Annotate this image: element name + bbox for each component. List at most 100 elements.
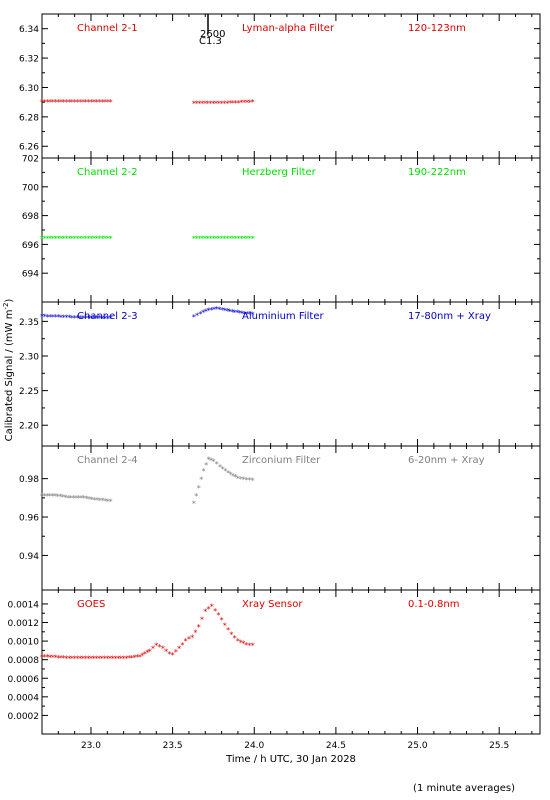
data-point: *	[242, 99, 246, 108]
data-point: *	[54, 654, 58, 663]
data-point: *	[78, 655, 82, 664]
data-point: *	[78, 314, 82, 323]
x-tick-label: 25.5	[489, 741, 509, 751]
data-point: *	[200, 615, 204, 624]
data-point: *	[40, 98, 44, 107]
data-point: *	[69, 494, 73, 503]
data-point: *	[151, 645, 155, 654]
data-series-segment: ***********************	[192, 455, 255, 508]
data-point: *	[236, 637, 240, 646]
data-point: *	[100, 98, 104, 107]
data-point: *	[245, 235, 249, 244]
data-point: *	[174, 648, 178, 657]
panel-filter-label: Zirconium Filter	[242, 455, 321, 466]
data-point: *	[154, 642, 158, 651]
data-point: *	[51, 654, 55, 663]
data-point: *	[203, 100, 207, 109]
data-point: *	[48, 653, 52, 662]
y-tick-label: 702	[22, 155, 39, 165]
data-point: *	[209, 456, 213, 465]
data-point: *	[130, 654, 134, 663]
data-point: *	[251, 235, 255, 244]
data-point: *	[108, 655, 112, 664]
y-tick-label: 698	[22, 212, 39, 222]
y-tick-label: 6.28	[19, 113, 39, 123]
data-point: *	[92, 655, 96, 664]
data-point: *	[245, 476, 249, 485]
panel-4: 0.94 0.96 0.98 Channel 2-4 Zirconium Filter 6…	[19, 445, 541, 591]
data-point: *	[226, 626, 230, 635]
y-tick-label: 0.0008	[8, 656, 40, 666]
y-tick-label: 6.26	[19, 143, 39, 153]
panel-band-label: 6-20nm + Xray	[408, 455, 485, 466]
data-point: *	[199, 476, 203, 485]
data-point: *	[248, 235, 252, 244]
data-point: *	[84, 495, 88, 504]
data-point: *	[244, 641, 248, 650]
data-point: *	[89, 235, 93, 244]
data-series-segment: **************************	[40, 235, 113, 244]
data-point: *	[106, 315, 110, 324]
data-point: *	[40, 313, 44, 322]
data-point: *	[241, 640, 245, 649]
data-point: *	[171, 651, 175, 660]
data-point: *	[207, 306, 211, 315]
data-point: *	[143, 650, 147, 659]
data-point: *	[229, 470, 233, 479]
data-point: *	[229, 631, 233, 640]
data-point: *	[75, 235, 79, 244]
data-point: *	[92, 235, 96, 244]
data-point: *	[111, 655, 115, 664]
data-point: *	[92, 98, 96, 107]
data-point: *	[237, 235, 241, 244]
data-point: *	[109, 235, 113, 244]
data-point: *	[89, 314, 93, 323]
data-point: *	[70, 655, 74, 664]
data-point: *	[251, 310, 255, 319]
data-point: *	[164, 647, 168, 656]
data-point: *	[242, 235, 246, 244]
panel-5: 0.0002 0.0004 0.0006 0.0008 0.0010 0.0012 0.00…	[8, 589, 541, 735]
panel-channel-label: Channel 2-3	[77, 311, 138, 322]
data-point: *	[195, 312, 199, 321]
data-point: *	[222, 235, 226, 244]
data-point: *	[78, 98, 82, 107]
data-point: *	[98, 496, 102, 505]
data-point: *	[89, 98, 93, 107]
data-point: *	[239, 638, 243, 647]
panel-frame	[41, 13, 541, 159]
data-point: *	[45, 313, 49, 322]
data-point: *	[74, 494, 78, 503]
data-point: *	[200, 100, 204, 109]
data-point: *	[58, 493, 62, 502]
panel-2: 694 696 698 700 702 Channel 2-2 Herzberg Filte…	[22, 155, 541, 303]
data-point: *	[89, 655, 93, 664]
data-point: *	[73, 98, 77, 107]
data-point: *	[228, 235, 232, 244]
data-point: *	[64, 493, 68, 502]
data-point: *	[100, 497, 104, 506]
data-point: *	[103, 235, 107, 244]
data-series-segment: ****************************************…	[40, 603, 255, 664]
data-point: *	[158, 643, 162, 652]
data-point: *	[230, 308, 234, 317]
data-point: *	[103, 497, 107, 506]
data-point: *	[43, 313, 47, 322]
data-point: *	[202, 467, 206, 476]
data-point: *	[194, 492, 198, 501]
y-tick-label: 2.25	[19, 387, 39, 397]
y-tick-label: 0.0012	[8, 619, 40, 629]
data-point: *	[75, 655, 79, 664]
data-point: *	[92, 314, 96, 323]
data-point: *	[86, 314, 90, 323]
x-tick-label: 24.0	[244, 741, 264, 751]
data-point: *	[119, 655, 123, 664]
data-point: *	[210, 603, 214, 612]
footnote: (1 minute averages)	[413, 783, 515, 794]
data-point: *	[84, 314, 88, 323]
data-point: *	[197, 235, 201, 244]
y-tick-label: 694	[22, 270, 39, 280]
data-point: *	[45, 98, 49, 107]
data-point: *	[51, 313, 55, 322]
